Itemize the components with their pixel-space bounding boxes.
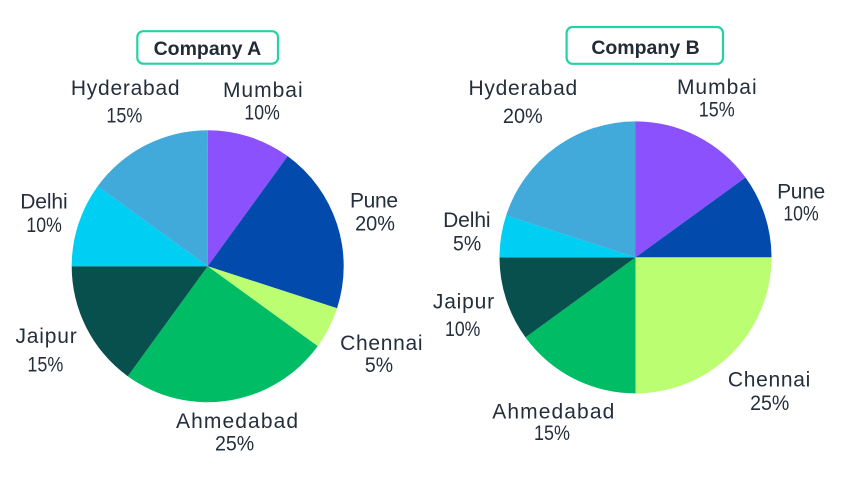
svg-text:Company A: Company A [154, 38, 262, 60]
svg-text:Pune: Pune [350, 190, 398, 213]
svg-text:10%: 10% [783, 202, 818, 226]
svg-text:Delhi: Delhi [20, 191, 67, 214]
svg-text:Delhi: Delhi [443, 209, 490, 232]
svg-text:Hyderabad: Hyderabad [71, 77, 180, 100]
svg-text:10%: 10% [244, 101, 279, 125]
svg-text:5%: 5% [453, 233, 481, 256]
svg-text:Company B: Company B [591, 37, 699, 59]
svg-text:Mumbai: Mumbai [677, 76, 758, 99]
svg-text:5%: 5% [365, 354, 393, 377]
svg-text:15%: 15% [106, 104, 142, 128]
svg-text:Ahmedabad: Ahmedabad [492, 400, 615, 423]
svg-text:Pune: Pune [777, 181, 825, 204]
svg-text:Ahmedabad: Ahmedabad [176, 410, 299, 433]
svg-text:Jaipur: Jaipur [433, 291, 495, 314]
svg-text:15%: 15% [534, 421, 570, 445]
svg-text:Chennai: Chennai [340, 332, 423, 355]
svg-text:20%: 20% [503, 104, 543, 128]
svg-text:Jaipur: Jaipur [16, 325, 78, 348]
svg-text:Mumbai: Mumbai [223, 79, 304, 102]
svg-text:10%: 10% [26, 214, 61, 238]
svg-text:15%: 15% [27, 353, 63, 377]
svg-text:25%: 25% [215, 433, 254, 456]
svg-text:Hyderabad: Hyderabad [468, 77, 577, 100]
svg-text:Chennai: Chennai [728, 369, 811, 392]
svg-text:10%: 10% [445, 318, 480, 342]
svg-text:25%: 25% [750, 392, 789, 415]
svg-text:20%: 20% [355, 212, 395, 236]
svg-text:15%: 15% [699, 98, 735, 122]
